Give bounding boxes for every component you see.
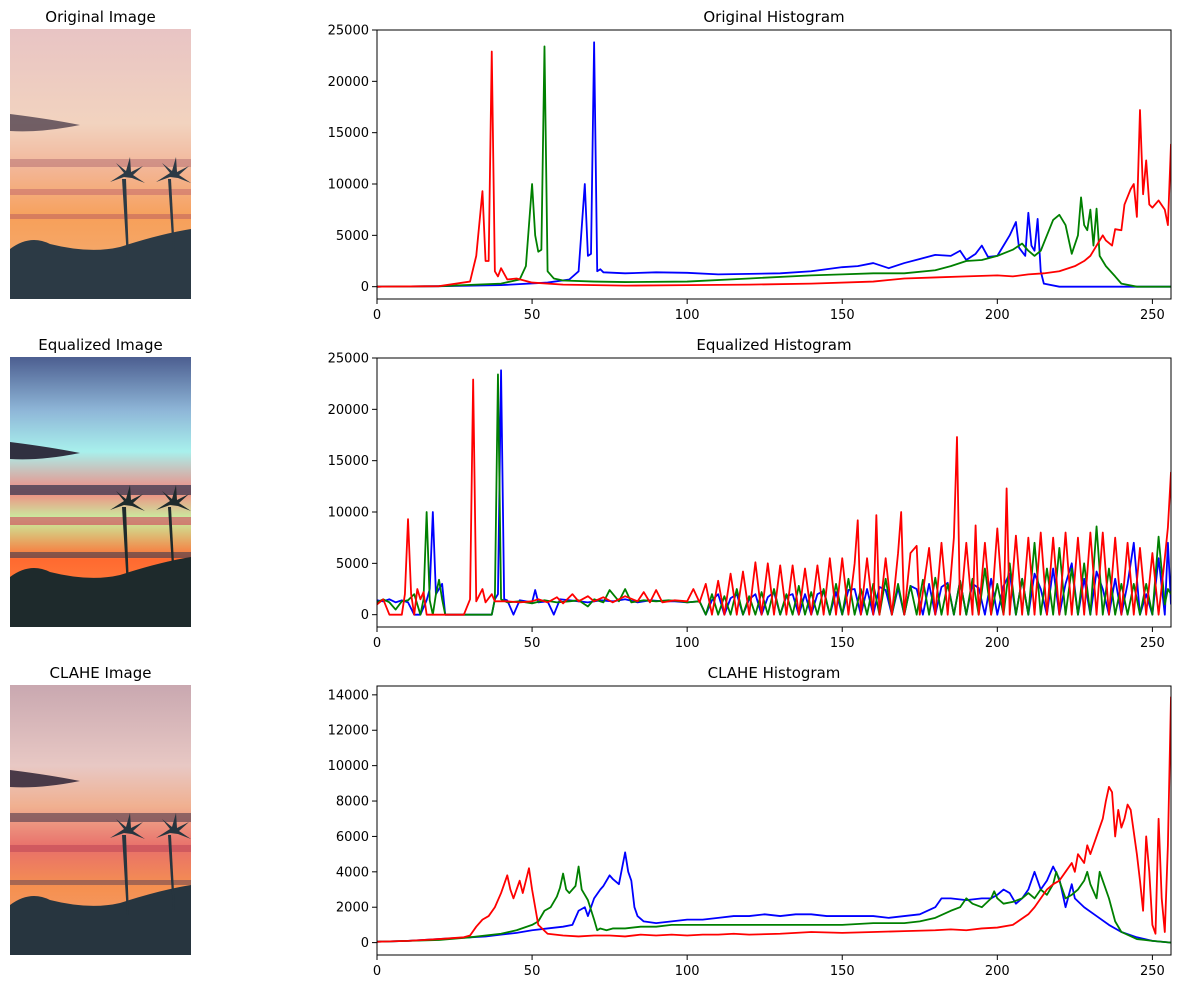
equalized-axes-frame (376, 357, 1172, 628)
equalized-y-tick-label: 0 (361, 608, 369, 623)
clahe-x-tick-label: 0 (373, 964, 381, 979)
equalized-x-tick-label: 200 (985, 636, 1010, 651)
original-x-tick-label: 200 (985, 308, 1010, 323)
original-y-tick-label: 15000 (328, 126, 369, 141)
equalized-y-tick-label: 5000 (336, 557, 369, 572)
equalized-x-tick-label: 0 (373, 636, 381, 651)
equalized-image-title: Equalized Image (38, 336, 163, 354)
equalized-y-tick-label: 20000 (328, 403, 369, 418)
equalized-y-tick-label: 15000 (328, 454, 369, 469)
original-green-channel-line (377, 45, 1171, 288)
equalized-x-tick-label: 150 (830, 636, 855, 651)
clahe-y-tick-label: 14000 (328, 688, 369, 703)
original-image (10, 29, 191, 299)
clahe-y-tick-label: 4000 (336, 865, 369, 880)
clahe-y-tick-label: 2000 (336, 901, 369, 916)
clahe-x-tick-label: 100 (675, 964, 700, 979)
original-x-tick-label: 150 (830, 308, 855, 323)
clahe-y-tick-label: 12000 (328, 724, 369, 739)
equalized-image (10, 357, 191, 627)
original-red-channel-line (377, 50, 1171, 288)
original-axes-frame (376, 29, 1172, 300)
original-x-tick-label: 250 (1140, 308, 1165, 323)
equalized-y-tick-label: 10000 (328, 506, 369, 521)
clahe-y-tick-label: 0 (361, 936, 369, 951)
clahe-image-title: CLAHE Image (49, 664, 152, 682)
clahe-x-tick-label: 50 (524, 964, 541, 979)
original-y-tick-label: 25000 (328, 24, 369, 39)
clahe-x-tick-label: 150 (830, 964, 855, 979)
original-x-tick-label: 0 (373, 308, 381, 323)
clahe-x-tick-label: 200 (985, 964, 1010, 979)
clahe-histogram: CLAHE Histogram 0 50 100 150 200 250 0 2000 4000 6… (328, 664, 1172, 979)
clahe-y-tick-label: 10000 (328, 759, 369, 774)
original-histogram-title: Original Histogram (703, 8, 844, 26)
original-y-tick-label: 5000 (336, 229, 369, 244)
equalized-y-tick-label: 25000 (328, 352, 369, 367)
original-histogram: Original Histogram 0 50 100 150 200 250 0 5000 10… (328, 8, 1172, 323)
equalized-x-tick-label: 250 (1140, 636, 1165, 651)
clahe-axes-frame (376, 685, 1172, 956)
original-y-tick-label: 10000 (328, 178, 369, 193)
equalized-histogram: Equalized Histogram 0 50 100 150 200 250 0 5000 1… (328, 336, 1172, 651)
clahe-x-tick-label: 250 (1140, 964, 1165, 979)
equalized-red-channel-line (377, 378, 1171, 616)
equalized-histogram-title: Equalized Histogram (696, 336, 851, 354)
original-y-tick-label: 20000 (328, 75, 369, 90)
equalized-x-tick-label: 100 (675, 636, 700, 651)
original-x-tick-label: 50 (524, 308, 541, 323)
original-image-title: Original Image (45, 8, 156, 26)
clahe-red-channel-line (377, 696, 1171, 943)
clahe-histogram-title: CLAHE Histogram (708, 664, 841, 682)
clahe-y-tick-label: 8000 (336, 795, 369, 810)
equalized-x-tick-label: 50 (524, 636, 541, 651)
original-blue-channel-line (377, 41, 1171, 288)
clahe-y-tick-label: 6000 (336, 830, 369, 845)
original-y-tick-label: 0 (361, 280, 369, 295)
clahe-blue-channel-line (377, 851, 1171, 944)
clahe-green-channel-line (377, 865, 1171, 944)
original-x-tick-label: 100 (675, 308, 700, 323)
clahe-image (10, 685, 191, 955)
